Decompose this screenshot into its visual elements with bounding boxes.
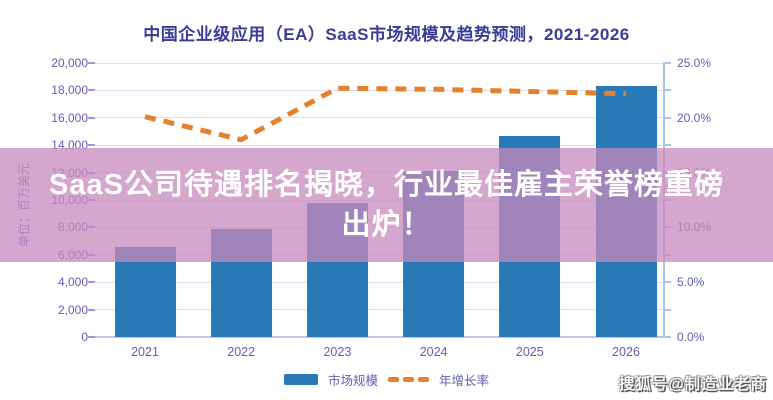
- gridline: [95, 309, 663, 311]
- x-axis-label-2023: 2023: [323, 345, 352, 359]
- watermark-sohu-account: 搜狐号@制造业老商: [618, 376, 767, 393]
- left-axis-tick: [88, 89, 95, 92]
- right-axis-tick: [663, 308, 671, 311]
- headline-text: SaaS公司待遇排名揭晓，行业最佳雇主荣誉榜重磅出炉！: [49, 168, 724, 241]
- y-axis-left-tick-label: 4,000: [57, 275, 88, 290]
- right-axis-tick: [663, 144, 671, 147]
- y-axis-right-tick-label: 0.0%: [677, 330, 705, 344]
- legend-line-label: 年增长率: [439, 374, 490, 388]
- y-axis-left-tick-label: 20,000: [51, 56, 88, 70]
- right-axis-tick: [663, 62, 671, 64]
- right-axis-tick: [663, 89, 671, 92]
- x-axis-label-2021: 2021: [131, 345, 159, 359]
- y-axis-left-tick-label: 18,000: [51, 83, 88, 98]
- gridline: [95, 336, 663, 338]
- right-axis-tick: [663, 116, 671, 119]
- left-axis-tick: [88, 62, 95, 64]
- left-axis-tick: [88, 281, 95, 284]
- gridline: [95, 144, 663, 146]
- legend-bar-label: 市场规模: [327, 374, 378, 388]
- left-axis-tick: [88, 308, 95, 311]
- gridline: [95, 117, 663, 119]
- left-axis-tick: [88, 116, 95, 119]
- y-axis-right-tick-label: 5.0%: [677, 275, 705, 290]
- chart-legend: 市场规模 年增长率: [0, 370, 773, 389]
- x-axis-label-2025: 2025: [515, 345, 544, 359]
- x-axis-label-2026: 2026: [612, 345, 640, 359]
- y-axis-right-tick-label: 20.0%: [677, 110, 712, 125]
- right-axis-tick: [663, 336, 671, 338]
- y-axis-right-tick-label: 25.0%: [677, 56, 712, 70]
- growth-rate-line: [144, 85, 627, 143]
- y-axis-left-tick-label: 16,000: [51, 110, 88, 125]
- left-axis-tick: [88, 144, 95, 147]
- gridline: [95, 281, 663, 283]
- legend-dashed-line-swatch: [388, 377, 429, 382]
- right-axis-tick: [663, 281, 671, 284]
- legend-bar-swatch: [283, 374, 318, 385]
- x-axis-label-2024: 2024: [419, 345, 448, 359]
- left-axis-tick: [88, 336, 95, 338]
- y-axis-left-tick-label: 2,000: [57, 302, 88, 317]
- chart-title: 中国企业级应用（EA）SaaS市场规模及趋势预测，2021-2026: [143, 25, 630, 44]
- x-axis-label-2022: 2022: [227, 345, 256, 359]
- y-axis-left-tick-label: 0: [81, 330, 88, 344]
- headline-overlay-band: SaaS公司待遇排名揭晓，行业最佳雇主荣誉榜重磅出炉！: [0, 148, 773, 262]
- gridline: [95, 62, 663, 64]
